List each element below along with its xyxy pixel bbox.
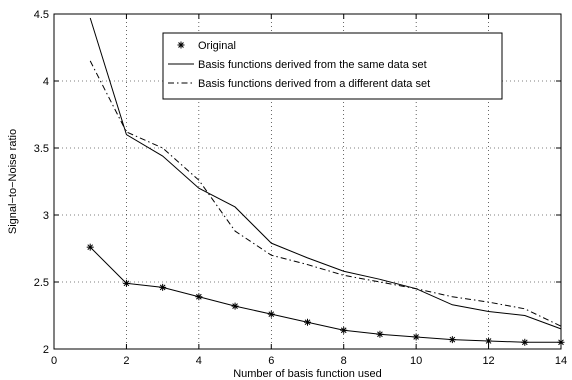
data-point-marker [412, 333, 420, 341]
x-tick-label: 6 [268, 355, 274, 367]
x-tick-label: 4 [196, 355, 202, 367]
x-tick-label: 2 [123, 355, 129, 367]
grid [54, 14, 561, 349]
y-tick-label: 3 [43, 210, 49, 222]
legend-label-same-data-set: Basis functions derived from the same da… [198, 59, 427, 71]
data-point-marker [267, 310, 275, 318]
legend-item-same-data-set: Basis functions derived from the same da… [168, 59, 427, 71]
x-tick-label: 0 [51, 355, 57, 367]
series-different-data-set-line [89, 60, 562, 327]
legend-label-original: Original [198, 40, 236, 52]
data-point-marker [521, 338, 529, 346]
y-tick-label: 4.5 [34, 9, 49, 21]
data-point-marker [304, 318, 311, 326]
legend-asterisk-marker [177, 41, 185, 49]
legend-box [162, 32, 503, 100]
series-same-data-set-line [89, 17, 562, 330]
data-point-marker [448, 336, 456, 344]
series-same-data-set [89, 17, 562, 330]
data-point-marker [159, 283, 167, 291]
data-point-marker [86, 243, 94, 251]
plot-frame [53, 13, 562, 350]
data-point-marker [195, 293, 203, 301]
series-original [86, 243, 565, 346]
x-tick-label: 8 [341, 355, 347, 367]
series-layer [86, 17, 565, 346]
x-axis-title: Number of basis function used [233, 368, 382, 380]
y-axis-title: Signal−to−Noise ratio [7, 129, 19, 234]
data-point-marker [376, 330, 384, 338]
series-original-line [89, 246, 561, 343]
x-tick-label: 12 [482, 355, 494, 367]
x-tick-label: 10 [410, 355, 422, 367]
legend: Original Basis functions derived from th… [162, 32, 503, 100]
data-point-marker [122, 279, 130, 287]
y-tick-label: 4 [43, 76, 49, 88]
legend-item-original: Original [177, 40, 236, 52]
legend-item-different-data-set: Basis functions derived from a different… [168, 78, 430, 90]
x-tick-label: 14 [555, 355, 567, 367]
series-different-data-set [89, 60, 562, 327]
y-tick-label: 2 [43, 344, 49, 356]
legend-symbol-original [177, 41, 185, 49]
y-tick-label: 2.5 [34, 277, 49, 289]
y-tick-label: 3.5 [34, 143, 49, 155]
legend-label-different-data-set: Basis functions derived from a different… [198, 78, 430, 90]
data-point-marker [485, 337, 493, 345]
data-point-marker [231, 302, 239, 310]
data-point-marker [340, 326, 348, 334]
